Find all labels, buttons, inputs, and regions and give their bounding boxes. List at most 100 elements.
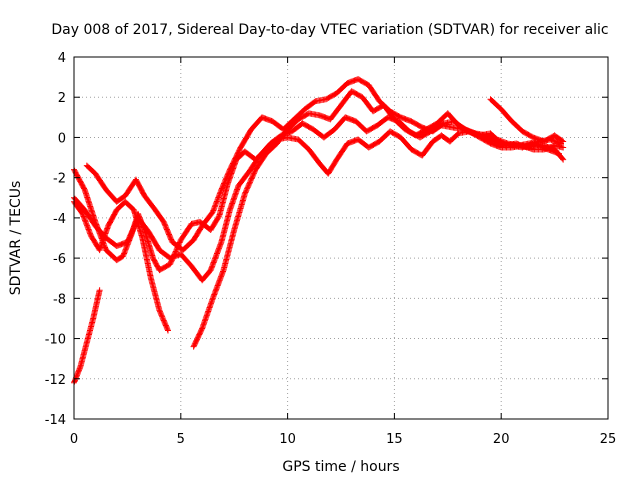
- y-tick-label: 0: [58, 131, 66, 146]
- data-point: [559, 137, 566, 144]
- data-point: [210, 207, 217, 214]
- data-point: [127, 231, 134, 238]
- data-point: [82, 218, 89, 225]
- x-axis-label: GPS time / hours: [282, 459, 399, 475]
- data-point: [243, 186, 250, 193]
- data-point: [219, 184, 226, 191]
- data-point: [164, 227, 171, 234]
- data-point: [156, 308, 163, 315]
- data-point: [87, 230, 94, 237]
- chart-title: Day 008 of 2017, Sidereal Day-to-day VTE…: [51, 22, 608, 38]
- data-point: [96, 287, 103, 294]
- data-point: [249, 174, 256, 181]
- data-point: [127, 232, 134, 239]
- data-point: [80, 212, 87, 219]
- data-point: [213, 198, 220, 205]
- data-point: [129, 227, 136, 234]
- x-tick-label: 0: [70, 432, 78, 447]
- y-tick-label: -4: [53, 212, 66, 227]
- x-tick-label: 15: [386, 432, 403, 447]
- data-point: [161, 318, 168, 325]
- data-point: [123, 245, 130, 252]
- data-point: [198, 326, 205, 333]
- data-point: [167, 233, 174, 240]
- data-point: [250, 171, 257, 178]
- data-point: [162, 223, 169, 230]
- data-point: [216, 190, 223, 197]
- data-point: [166, 231, 173, 238]
- data-point: [120, 253, 127, 260]
- data-point: [225, 170, 232, 177]
- data-point: [215, 193, 222, 200]
- data-point: [168, 236, 175, 243]
- data-point: [166, 232, 173, 239]
- data-point: [84, 223, 91, 230]
- y-tick-label: -10: [45, 333, 66, 348]
- data-point: [161, 221, 168, 228]
- data-point: [217, 189, 224, 196]
- data-point: [209, 208, 216, 215]
- data-point: [121, 250, 128, 257]
- data-point: [81, 216, 88, 223]
- y-axis-label: SDTVAR / TECUs: [8, 181, 24, 296]
- series-6: [190, 88, 567, 350]
- data-point: [220, 181, 227, 188]
- x-tick-label: 25: [600, 432, 617, 447]
- data-layer: [71, 76, 567, 386]
- data-point: [216, 191, 223, 198]
- data-point: [245, 183, 252, 190]
- data-point: [212, 201, 219, 208]
- data-point: [162, 222, 169, 229]
- series-7: [487, 96, 567, 145]
- data-point: [158, 311, 165, 318]
- data-point: [130, 226, 137, 233]
- data-point: [215, 214, 222, 221]
- data-point: [159, 314, 166, 321]
- data-point: [162, 321, 169, 328]
- data-point: [210, 206, 217, 213]
- data-point: [245, 181, 252, 188]
- data-point: [251, 169, 258, 176]
- data-point: [85, 225, 92, 232]
- data-point: [213, 199, 220, 206]
- data-point: [120, 251, 127, 258]
- data-point: [560, 138, 567, 145]
- y-tick-label: -8: [53, 292, 66, 307]
- data-point: [130, 225, 137, 232]
- data-point: [125, 236, 132, 243]
- data-point: [217, 188, 224, 195]
- data-point: [222, 177, 229, 184]
- data-point: [163, 226, 170, 233]
- data-point: [221, 180, 228, 187]
- data-point: [81, 214, 88, 221]
- data-point: [163, 324, 170, 331]
- data-point: [211, 203, 218, 210]
- data-point: [160, 317, 167, 324]
- data-point: [165, 230, 172, 237]
- data-point: [121, 249, 128, 256]
- tick-layer: 0 5 10 15 20 25 -14 -12 -10 -8 -6 -4 -2 0 2 4: [45, 51, 617, 447]
- data-point: [559, 155, 566, 162]
- data-point: [247, 178, 254, 185]
- data-point: [560, 144, 567, 151]
- data-point: [160, 218, 167, 225]
- data-point: [222, 176, 229, 183]
- data-point: [167, 259, 174, 266]
- data-point: [124, 239, 131, 246]
- data-point: [164, 228, 171, 235]
- data-point: [85, 226, 92, 233]
- data-point: [250, 170, 257, 177]
- data-point: [157, 309, 164, 316]
- data-point: [221, 179, 228, 186]
- data-point: [164, 327, 171, 334]
- data-point: [160, 316, 167, 323]
- series-4: [71, 198, 171, 334]
- data-point: [219, 182, 226, 189]
- data-point: [161, 220, 168, 227]
- y-tick-label: 4: [58, 51, 66, 66]
- data-point: [167, 235, 174, 242]
- data-point: [167, 261, 174, 268]
- y-tick-label: -6: [53, 252, 66, 267]
- data-point: [242, 189, 249, 196]
